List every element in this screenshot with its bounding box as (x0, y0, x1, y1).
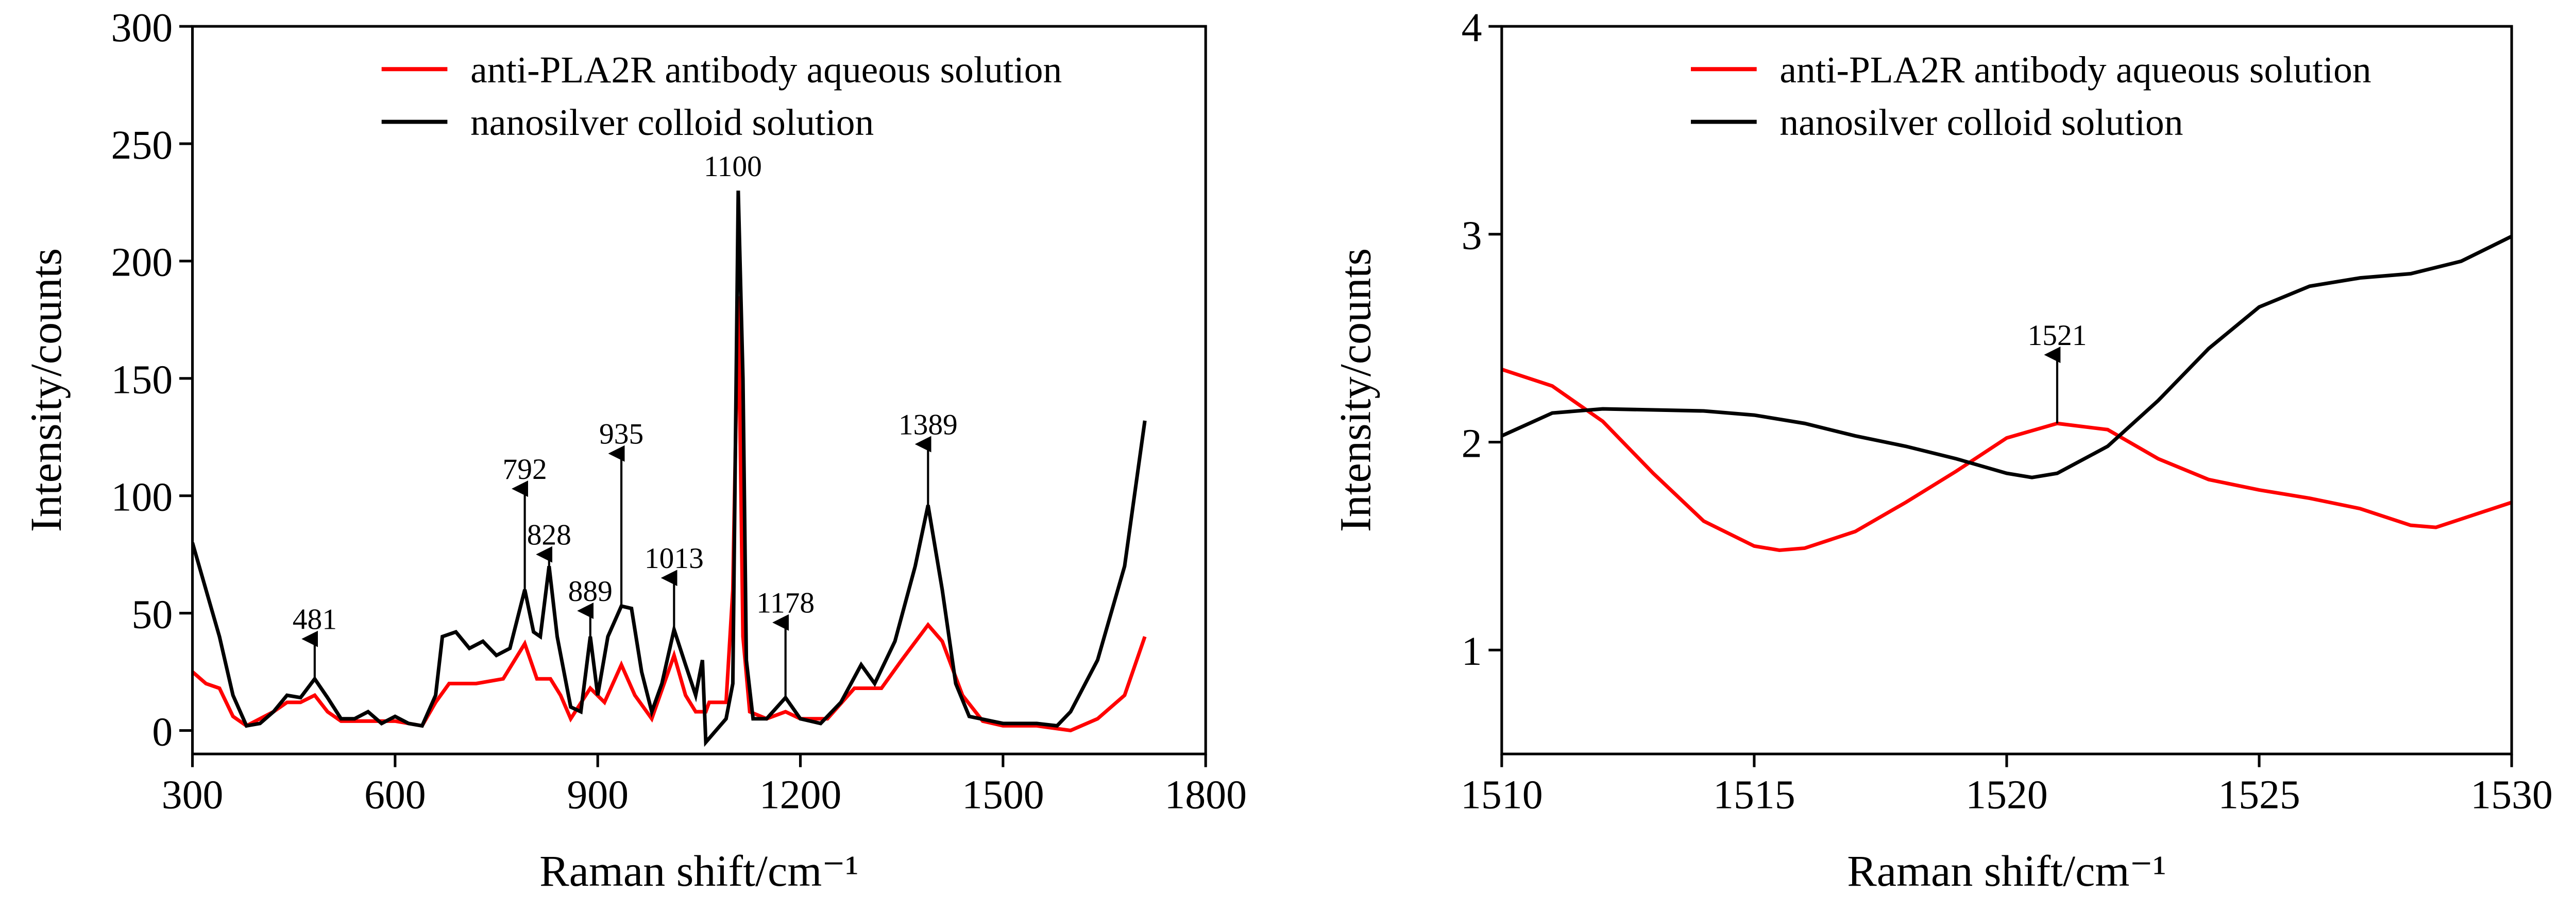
annotation-label: 1521 (2028, 319, 2087, 352)
y-tick-label: 250 (111, 123, 173, 168)
y-tick-label: 300 (111, 5, 173, 50)
y-tick-label: 150 (111, 357, 173, 403)
panel: anti-PLA2R antibody aqueous solution nano… (1330, 5, 2552, 896)
x-tick-label: 1510 (1461, 772, 1543, 818)
x-tick-label: 1525 (2218, 772, 2300, 818)
x-axis-title: Raman shift/cm⁻¹ (1847, 846, 2166, 896)
x-tick-label: 600 (364, 772, 426, 818)
y-tick-label: 2 (1462, 421, 1482, 466)
y-tick-label: 0 (152, 709, 173, 754)
series-line (1501, 234, 2512, 479)
y-axis-title: Intensity/counts (21, 248, 71, 532)
series-line (192, 296, 1147, 733)
x-tick-label: 300 (162, 772, 224, 818)
annotation-label: 792 (502, 453, 547, 486)
plot-frame (191, 25, 1207, 755)
y-tick-label: 1 (1462, 629, 1482, 674)
y-axis-title: Intensity/counts (1330, 248, 1380, 532)
annotation-label: 889 (568, 575, 613, 608)
x-tick-label: 1515 (1713, 772, 1795, 818)
x-tick-label: 1200 (759, 772, 842, 818)
annotation-label: 1013 (645, 542, 704, 575)
annotation-label: 1389 (899, 408, 958, 441)
y-tick-label: 4 (1462, 5, 1482, 50)
annotation-label: 1100 (704, 150, 762, 183)
y-tick-label: 200 (111, 240, 173, 285)
x-tick-label: 1520 (1965, 772, 2048, 818)
series-line (192, 191, 1147, 747)
x-tick-label: 900 (567, 772, 629, 818)
annotation-label: 1178 (756, 587, 815, 620)
legend-label: anti-PLA2R antibody aqueous solution (1780, 49, 2371, 91)
y-tick-label: 3 (1462, 213, 1482, 259)
annotation-label: 481 (293, 604, 337, 636)
annotation-label: 935 (599, 418, 643, 450)
x-axis-title: Raman shift/cm⁻¹ (539, 846, 859, 896)
x-tick-label: 1530 (2470, 772, 2553, 818)
y-tick-label: 50 (131, 592, 173, 637)
series-line (1501, 367, 2512, 553)
panel: anti-PLA2R antibody aqueous solution nano… (21, 5, 1247, 896)
x-tick-label: 1800 (1164, 772, 1247, 818)
annotation-label: 828 (527, 519, 571, 551)
y-tick-label: 100 (111, 474, 173, 520)
legend-label: nanosilver colloid solution (1780, 101, 2183, 143)
legend-label: anti-PLA2R antibody aqueous solution (470, 49, 1062, 91)
legend-label: nanosilver colloid solution (470, 101, 874, 143)
x-tick-label: 1500 (962, 772, 1044, 818)
